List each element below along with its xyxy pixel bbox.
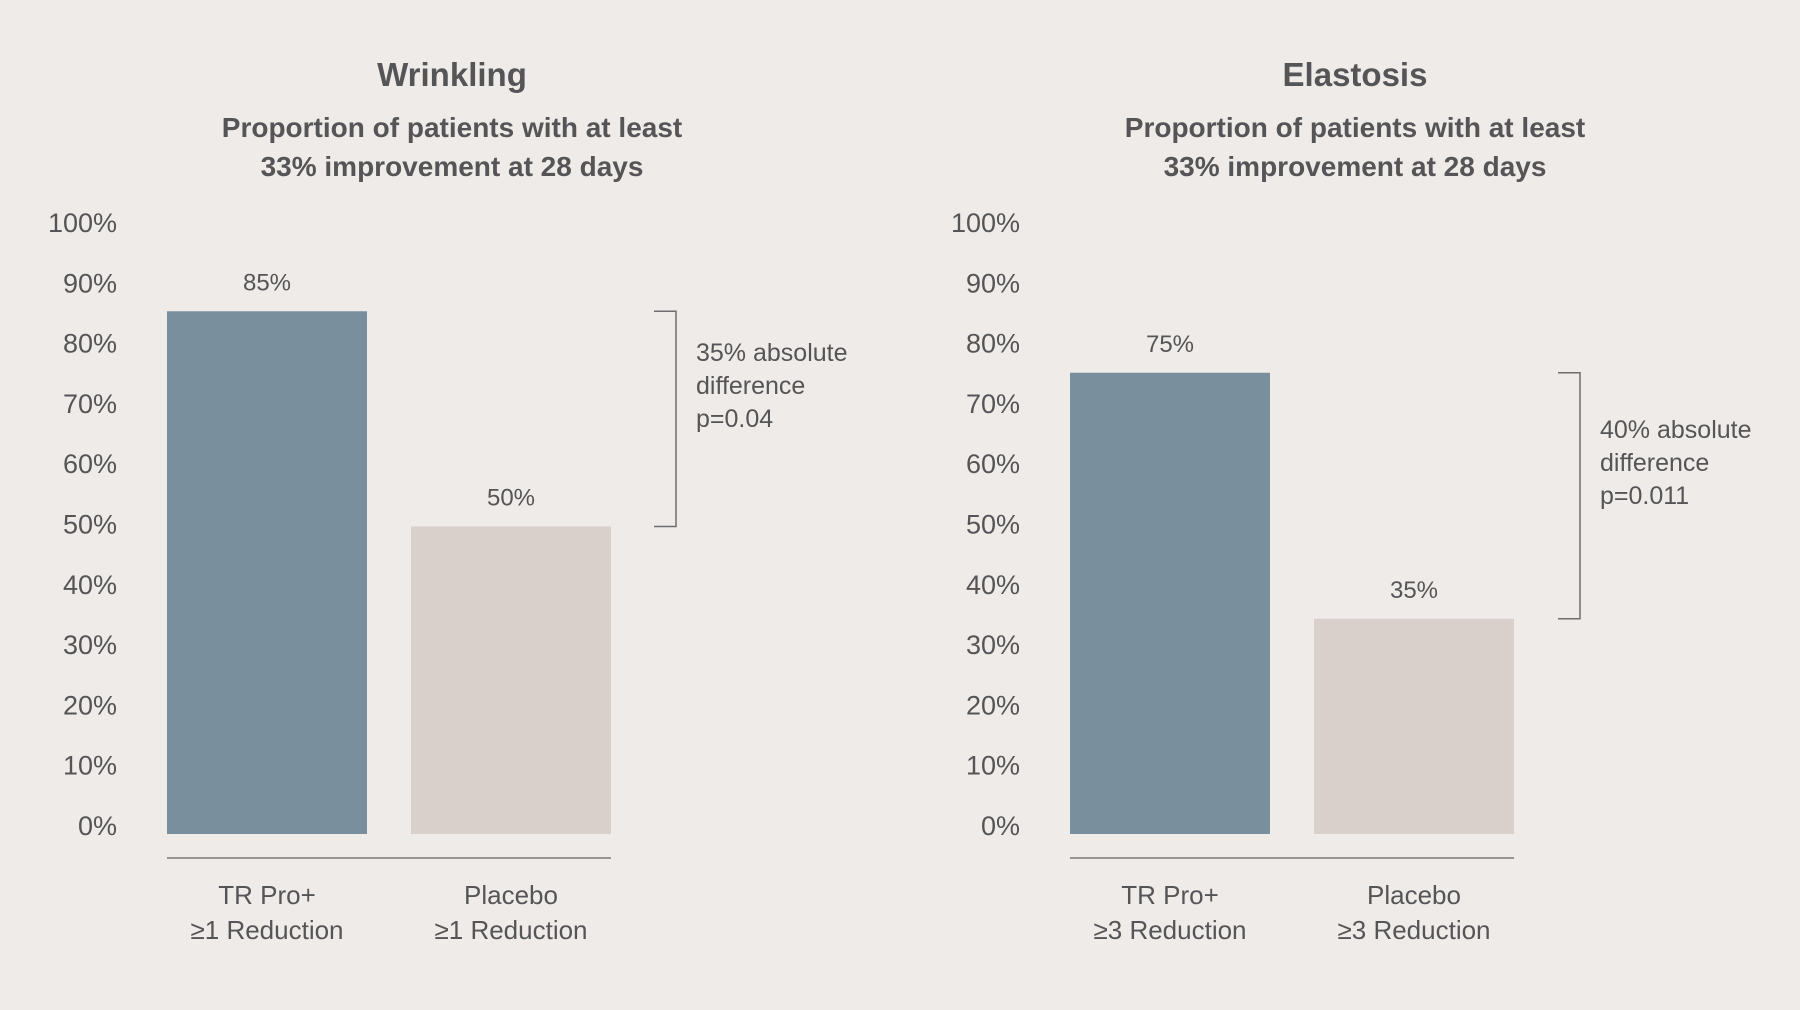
y-tick-label: 40% — [966, 570, 1020, 600]
x-category-label: ≥3 Reduction — [1337, 915, 1490, 945]
y-tick-label: 80% — [63, 329, 117, 359]
y-tick-label: 10% — [966, 751, 1020, 781]
y-tick-label: 100% — [951, 208, 1020, 238]
bar-tr-pro — [1070, 372, 1270, 834]
y-tick-label: 30% — [966, 630, 1020, 660]
y-tick-label: 60% — [966, 449, 1020, 479]
y-tick-label: 50% — [966, 510, 1020, 540]
bar-value-label: 35% — [1390, 577, 1438, 604]
x-category-label: TR Pro+ — [1121, 880, 1219, 910]
chart-subtitle-line: Proportion of patients with at least — [222, 112, 682, 143]
y-tick-label: 30% — [63, 630, 117, 660]
difference-bracket — [1558, 372, 1581, 620]
bar-placebo — [411, 526, 611, 834]
y-tick-label: 20% — [966, 690, 1020, 720]
y-tick-label: 40% — [63, 570, 117, 600]
y-tick-label: 70% — [63, 389, 117, 419]
x-category-label: TR Pro+ — [218, 880, 316, 910]
difference-annotation-line: difference — [696, 372, 805, 400]
difference-annotation-line: p=0.011 — [1600, 482, 1689, 510]
bar-placebo — [1314, 618, 1514, 834]
difference-annotation-line: p=0.04 — [696, 405, 773, 433]
chart-title: Wrinkling — [377, 56, 527, 93]
chart-subtitle-line: Proportion of patients with at least — [1125, 112, 1585, 143]
chart-subtitle-line: 33% improvement at 28 days — [261, 151, 644, 182]
y-tick-label: 0% — [78, 811, 117, 841]
difference-annotation-line: 40% absolute — [1600, 416, 1752, 444]
y-tick-label: 0% — [981, 811, 1020, 841]
bar-value-label: 50% — [487, 485, 535, 512]
bar-value-label: 85% — [243, 269, 291, 296]
chart-panel-elastosis: Elastosis Proportion of patients with at … — [951, 56, 1752, 945]
difference-bracket — [654, 310, 677, 528]
difference-annotation-line: 35% absolute — [696, 339, 848, 367]
y-tick-label: 70% — [966, 389, 1020, 419]
y-tick-label: 10% — [63, 751, 117, 781]
x-category-label: ≥1 Reduction — [434, 915, 587, 945]
x-category-label: ≥3 Reduction — [1093, 915, 1246, 945]
y-tick-label: 60% — [63, 449, 117, 479]
y-tick-label: 50% — [63, 510, 117, 540]
y-tick-label: 20% — [63, 690, 117, 720]
chart-subtitle-line: 33% improvement at 28 days — [1164, 151, 1547, 182]
y-tick-label: 90% — [966, 268, 1020, 298]
bar-value-label: 75% — [1146, 331, 1194, 358]
x-category-label: Placebo — [464, 880, 558, 910]
difference-annotation-line: difference — [1600, 449, 1709, 477]
bar-tr-pro — [167, 311, 367, 834]
x-category-label: ≥1 Reduction — [190, 915, 343, 945]
y-tick-label: 80% — [966, 329, 1020, 359]
chart-title: Elastosis — [1283, 56, 1428, 93]
x-category-label: Placebo — [1367, 880, 1461, 910]
y-tick-label: 90% — [63, 268, 117, 298]
chart-panel-wrinkling: Wrinkling Proportion of patients with at … — [48, 56, 848, 945]
y-tick-label: 100% — [48, 208, 117, 238]
